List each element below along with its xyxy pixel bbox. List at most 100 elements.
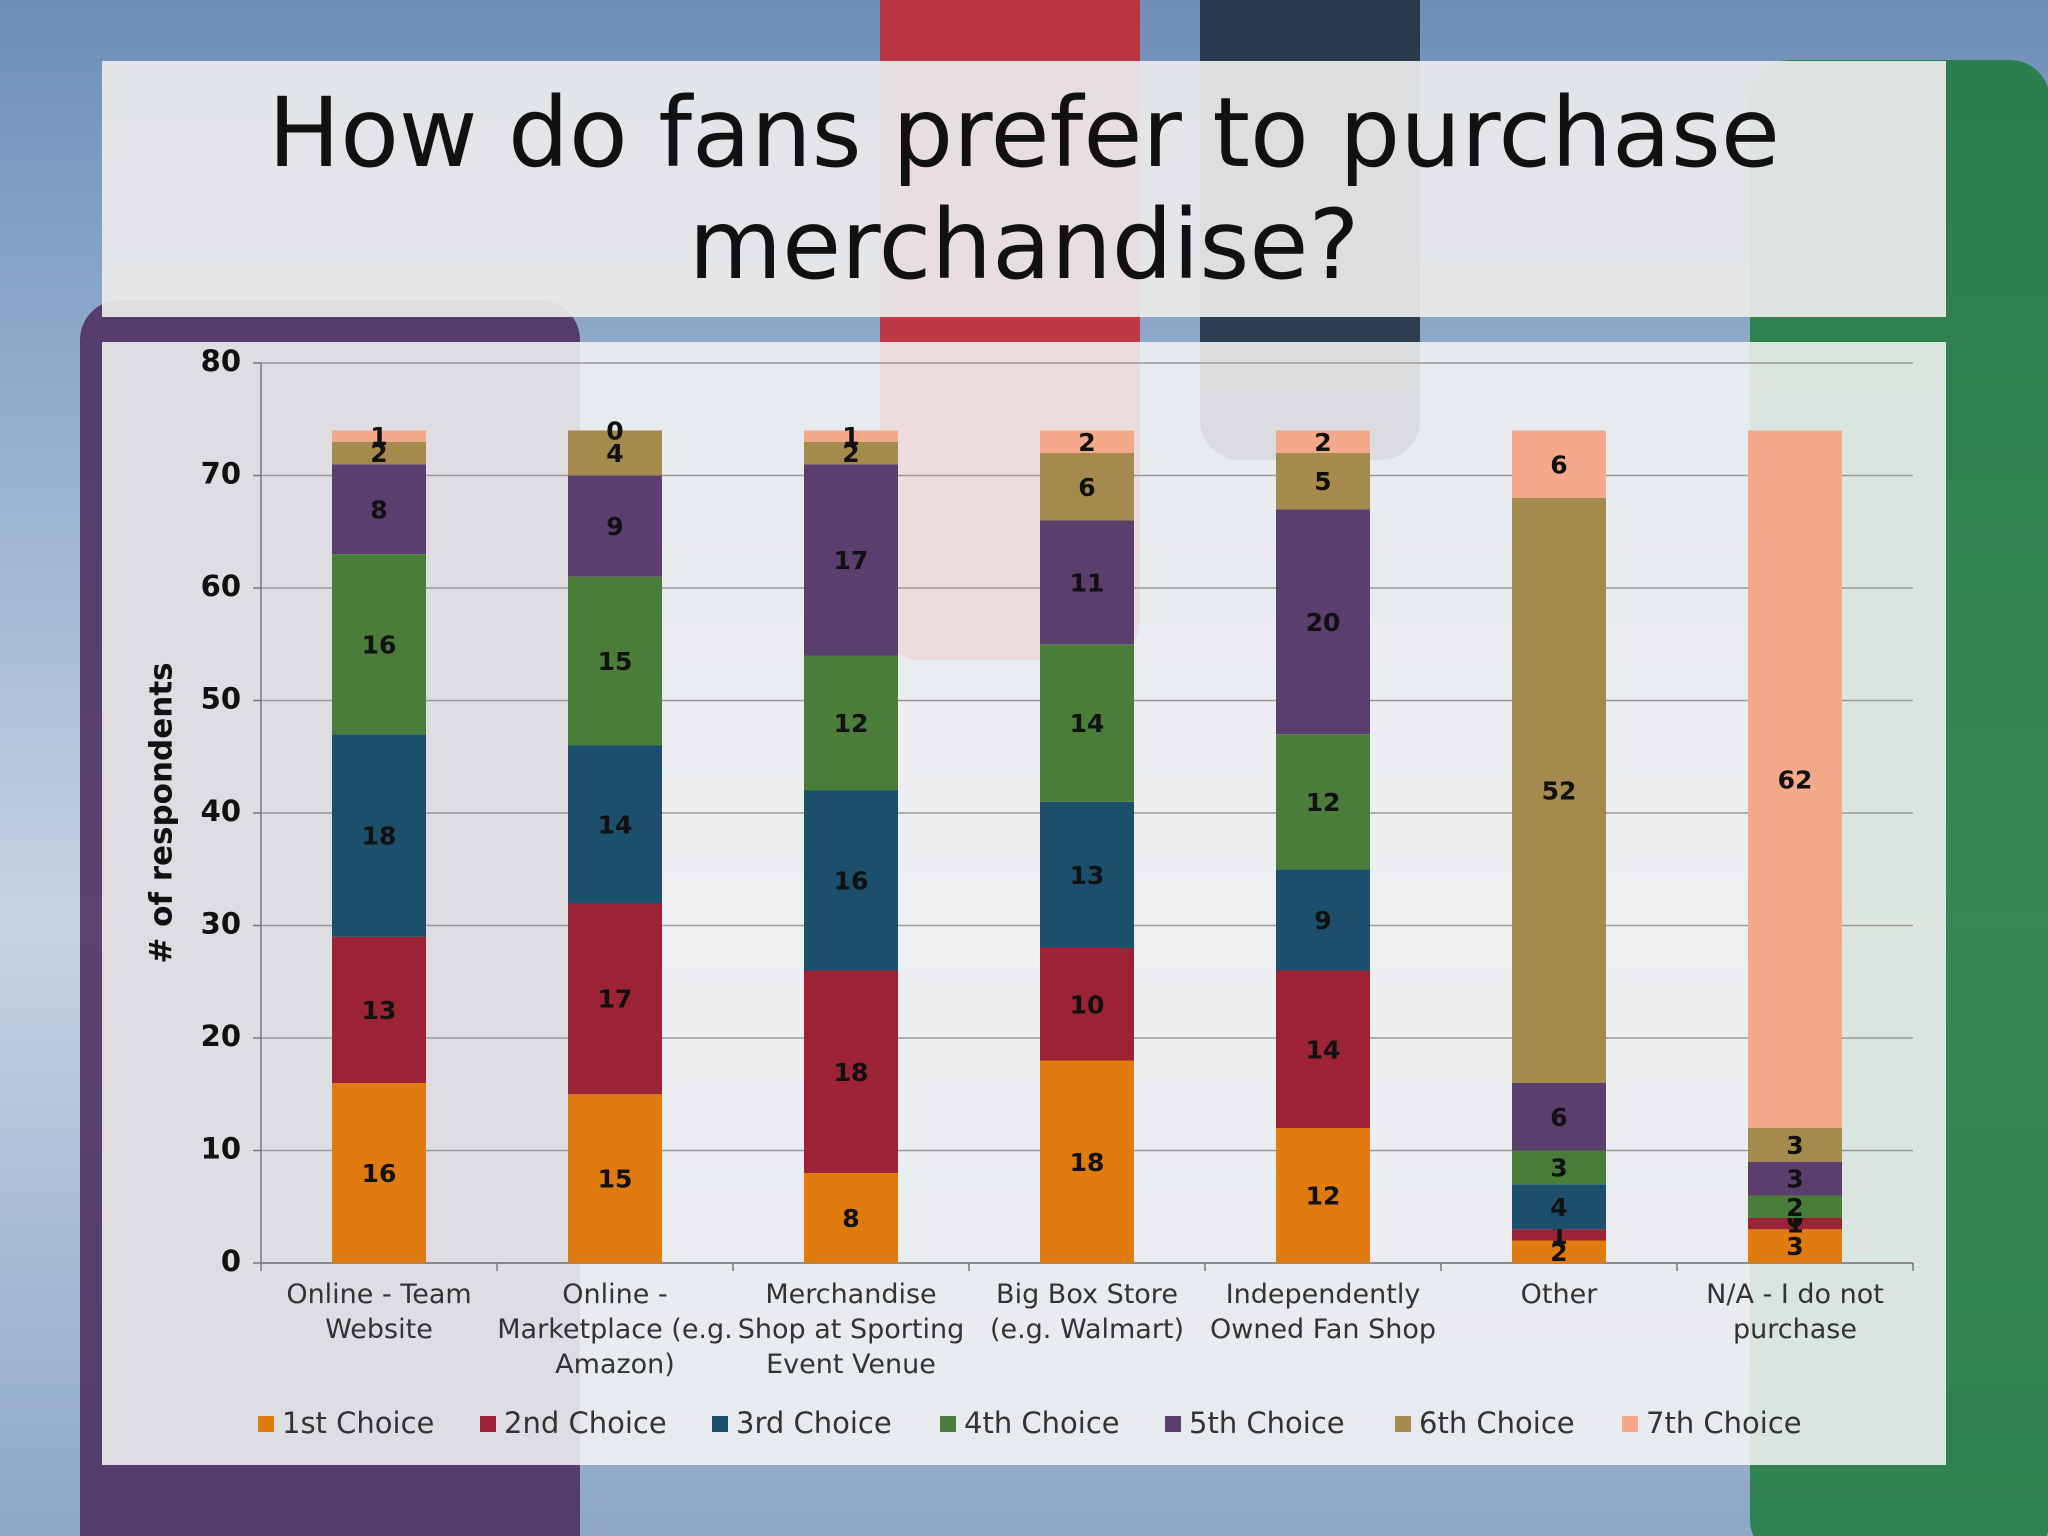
- chart-title: How do fans prefer to purchase merchandi…: [268, 77, 1780, 301]
- bar-segment: [804, 430, 898, 442]
- bar-segment: [1512, 498, 1606, 1083]
- legend-swatch: [1622, 1416, 1638, 1432]
- legend-swatch: [940, 1416, 956, 1432]
- data-label: 12: [1306, 1182, 1341, 1211]
- data-label: 8: [842, 1204, 859, 1233]
- bar-segment: [568, 1094, 662, 1263]
- bar-segment: [1748, 1218, 1842, 1230]
- bar-segment: [1512, 1184, 1606, 1230]
- data-label: 14: [1070, 709, 1105, 738]
- category-label-box: N/A - I do not purchase: [1706, 1279, 1884, 1345]
- data-label: 2: [1786, 1193, 1803, 1222]
- x-tick-label: Online - Marketplace (e.g. Amazon): [497, 1279, 733, 1380]
- legend-swatch: [1165, 1416, 1181, 1432]
- data-label: 5: [1314, 467, 1331, 496]
- bar-segment: [1276, 1128, 1370, 1263]
- x-tick-label: Online - Team Website: [286, 1279, 472, 1345]
- bar-segment: [332, 464, 426, 555]
- legend-item: 6th Choice: [1395, 1406, 1575, 1440]
- legend-label: 5th Choice: [1189, 1406, 1345, 1440]
- bar-segment: [804, 970, 898, 1173]
- data-label: 1: [370, 422, 387, 451]
- bar-segment: [1512, 1150, 1606, 1185]
- bar-segment: [1276, 430, 1370, 453]
- bar-segment: [1040, 644, 1134, 802]
- y-tick-label: 0: [221, 1244, 241, 1278]
- x-tick-label: Independently Owned Fan Shop: [1210, 1279, 1436, 1345]
- y-tick-label: 40: [201, 794, 241, 828]
- legend-item: 3rd Choice: [712, 1406, 892, 1440]
- category-label-box: Online - Team Website: [286, 1279, 472, 1345]
- data-label: 3: [1786, 1232, 1803, 1261]
- category-label-box: Online - Marketplace (e.g. Amazon): [497, 1279, 733, 1380]
- data-label: 6: [1550, 1103, 1567, 1132]
- legend-label: 7th Choice: [1646, 1406, 1802, 1440]
- bar-segment: [568, 430, 662, 476]
- legend-swatch: [1395, 1416, 1411, 1432]
- legend-item: 1st Choice: [258, 1406, 434, 1440]
- category-label-box: Merchandise Shop at Sporting Event Venue: [737, 1279, 965, 1380]
- x-tick-label: Merchandise Shop at Sporting Event Venue: [737, 1279, 965, 1380]
- data-label: 2: [1078, 428, 1095, 457]
- bar-segment: [1276, 869, 1370, 971]
- data-label: 4: [1550, 1193, 1567, 1222]
- data-label: 62: [1778, 765, 1813, 794]
- data-label: 3: [1550, 1153, 1567, 1182]
- legend-swatch: [712, 1416, 728, 1432]
- bar-segment: [1276, 970, 1370, 1128]
- data-label: 12: [834, 709, 869, 738]
- data-label: 13: [1070, 861, 1105, 890]
- bar-segment: [1748, 1161, 1842, 1196]
- bar-segment: [804, 441, 898, 465]
- data-label: 8: [370, 495, 387, 524]
- x-tick-label: Big Box Store (e.g. Walmart): [989, 1279, 1185, 1345]
- data-label: 1: [842, 422, 859, 451]
- bar-segment: [568, 475, 662, 577]
- data-label: 15: [598, 1165, 633, 1194]
- data-label: 14: [1306, 1035, 1341, 1064]
- bar-segment: [332, 430, 426, 442]
- data-label: 2: [842, 439, 859, 468]
- legend-item: 4th Choice: [940, 1406, 1120, 1440]
- data-label: 20: [1306, 608, 1341, 637]
- bar-segment: [1276, 734, 1370, 870]
- data-label: 16: [362, 1159, 397, 1188]
- bar-segment: [1040, 801, 1134, 948]
- data-label: 16: [834, 867, 869, 896]
- bar-segment: [1748, 1195, 1842, 1218]
- bar-segment: [1040, 948, 1134, 1061]
- legend-item: 5th Choice: [1165, 1406, 1345, 1440]
- y-tick-label: 10: [201, 1132, 241, 1166]
- legend-swatch: [480, 1416, 496, 1432]
- y-tick-label: 50: [201, 682, 241, 716]
- title-box: How do fans prefer to purchase merchandi…: [102, 61, 1946, 317]
- legend-item: 2nd Choice: [480, 1406, 667, 1440]
- legend-label: 3rd Choice: [736, 1406, 892, 1440]
- category-label-box: Independently Owned Fan Shop: [1210, 1279, 1436, 1345]
- bar-segment: [332, 936, 426, 1083]
- data-label: 18: [834, 1058, 869, 1087]
- bar-segment: [1748, 1229, 1842, 1263]
- data-label: 10: [1070, 990, 1105, 1019]
- bar-segment: [1040, 453, 1134, 521]
- bar-segment: [1276, 509, 1370, 735]
- data-label: 11: [1070, 568, 1105, 597]
- data-label: 2: [370, 439, 387, 468]
- bar-segment: [1512, 1240, 1606, 1263]
- x-tick-label: N/A - I do not purchase: [1706, 1279, 1884, 1345]
- data-label: 12: [1306, 788, 1341, 817]
- data-label: 4: [606, 439, 623, 468]
- bar-segment: [1040, 520, 1134, 645]
- legend-item: 7th Choice: [1622, 1406, 1802, 1440]
- x-tick-label: Other: [1520, 1279, 1598, 1310]
- data-label: 3: [1786, 1165, 1803, 1194]
- bar-segment: [804, 464, 898, 656]
- bar-segment: [804, 1173, 898, 1263]
- y-tick-label: 80: [201, 344, 241, 378]
- data-label: 3: [1786, 1131, 1803, 1160]
- data-label: 17: [834, 546, 869, 575]
- data-label: 6: [1078, 473, 1095, 502]
- legend-label: 1st Choice: [282, 1406, 434, 1440]
